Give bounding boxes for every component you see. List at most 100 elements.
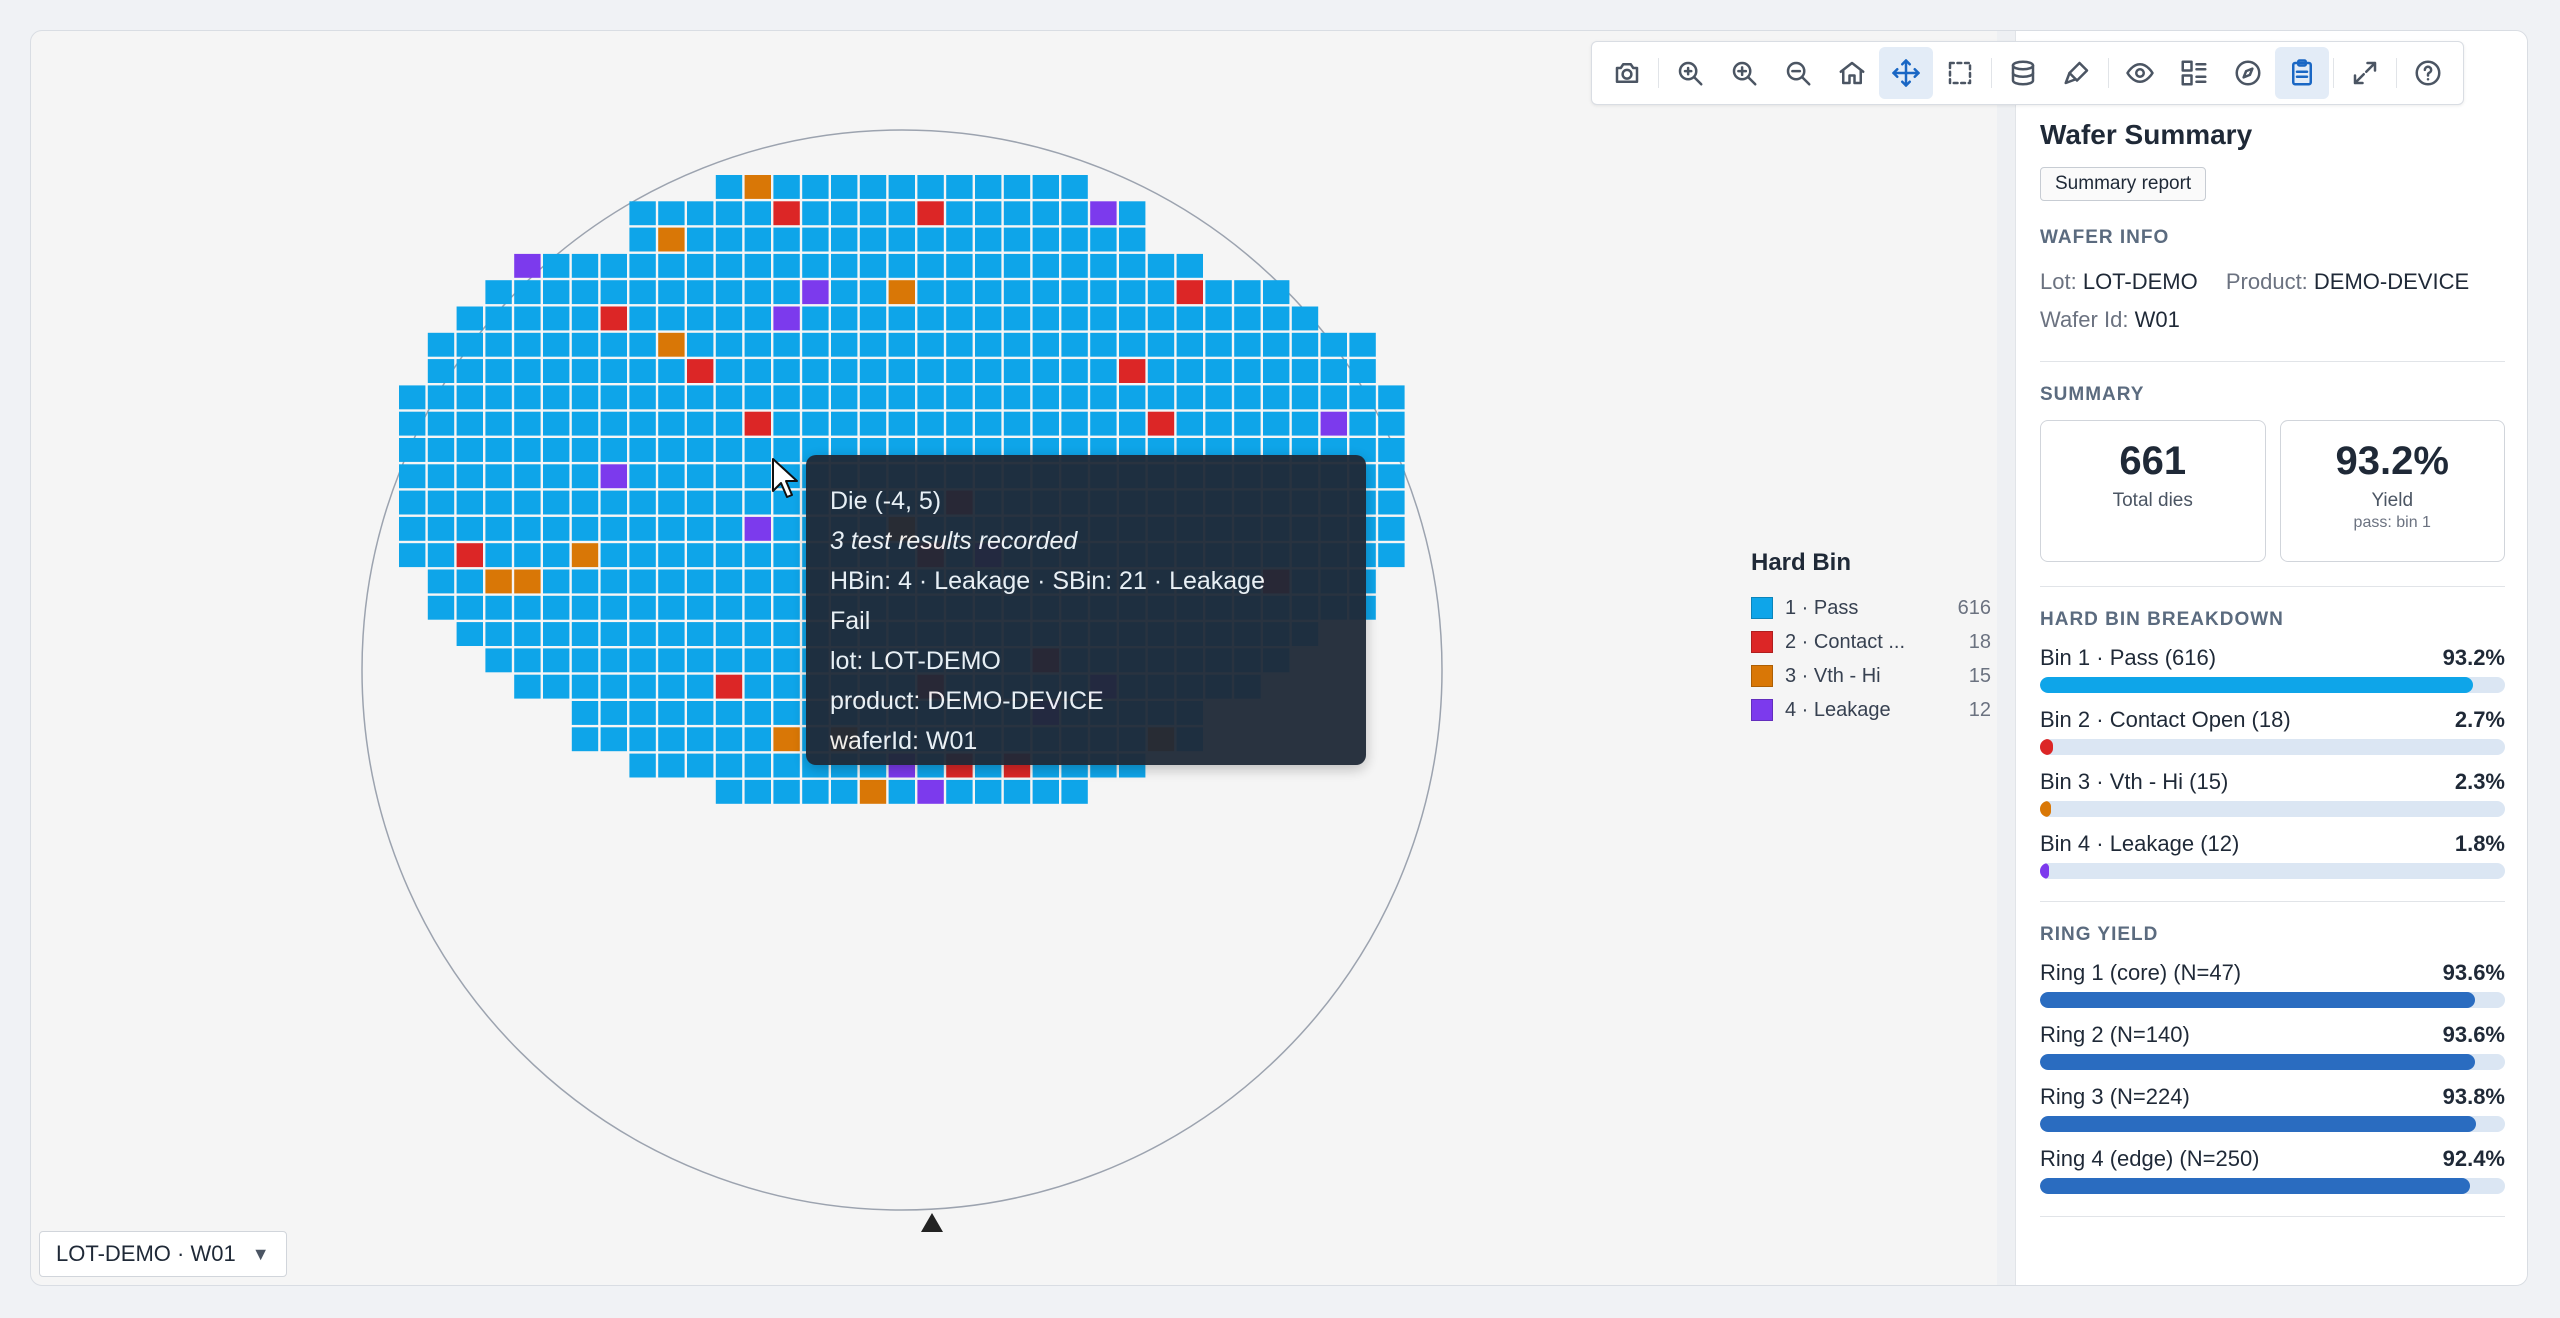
die[interactable] bbox=[399, 464, 426, 489]
die[interactable] bbox=[456, 385, 483, 410]
die[interactable] bbox=[1234, 280, 1261, 305]
die[interactable] bbox=[514, 385, 541, 410]
die[interactable] bbox=[514, 490, 541, 515]
die[interactable] bbox=[859, 175, 887, 199]
die[interactable] bbox=[658, 648, 685, 673]
database-icon[interactable] bbox=[1996, 47, 2050, 99]
die[interactable] bbox=[1234, 332, 1261, 357]
die[interactable] bbox=[715, 569, 743, 594]
die[interactable] bbox=[600, 727, 627, 752]
die[interactable] bbox=[744, 779, 771, 804]
die[interactable] bbox=[485, 438, 512, 462]
die[interactable] bbox=[744, 332, 771, 357]
die[interactable] bbox=[600, 438, 627, 462]
die[interactable] bbox=[1147, 411, 1175, 436]
die[interactable] bbox=[687, 727, 714, 752]
die[interactable] bbox=[456, 438, 483, 462]
die[interactable] bbox=[975, 227, 1002, 252]
die[interactable] bbox=[1119, 359, 1146, 383]
die[interactable] bbox=[571, 359, 599, 383]
zoom-out-icon[interactable] bbox=[1771, 47, 1825, 99]
die[interactable] bbox=[831, 359, 858, 383]
die[interactable] bbox=[687, 753, 714, 778]
die[interactable] bbox=[1205, 280, 1232, 305]
die[interactable] bbox=[485, 385, 512, 410]
die[interactable] bbox=[1176, 332, 1203, 357]
die[interactable] bbox=[571, 674, 599, 699]
die[interactable] bbox=[715, 464, 743, 489]
die[interactable] bbox=[1349, 385, 1376, 410]
die[interactable] bbox=[1378, 411, 1405, 436]
legend-item[interactable]: 4 · Leakage 12 bbox=[1751, 693, 1991, 727]
die[interactable] bbox=[888, 332, 915, 357]
die[interactable] bbox=[744, 622, 771, 646]
die[interactable] bbox=[715, 385, 743, 410]
die[interactable] bbox=[946, 306, 973, 331]
die[interactable] bbox=[1349, 359, 1376, 383]
compass-icon[interactable] bbox=[2221, 47, 2275, 99]
die[interactable] bbox=[802, 411, 829, 436]
die[interactable] bbox=[571, 595, 599, 620]
die[interactable] bbox=[1147, 306, 1175, 331]
die[interactable] bbox=[744, 674, 771, 699]
die[interactable] bbox=[1320, 359, 1347, 383]
die[interactable] bbox=[571, 727, 599, 752]
die[interactable] bbox=[1119, 385, 1146, 410]
die[interactable] bbox=[1032, 280, 1059, 305]
die[interactable] bbox=[1003, 175, 1031, 199]
help-icon[interactable] bbox=[2401, 47, 2455, 99]
die[interactable] bbox=[629, 227, 656, 252]
die[interactable] bbox=[629, 280, 656, 305]
die[interactable] bbox=[1061, 779, 1088, 804]
die[interactable] bbox=[1003, 253, 1031, 278]
die[interactable] bbox=[629, 727, 656, 752]
die[interactable] bbox=[946, 227, 973, 252]
die[interactable] bbox=[514, 595, 541, 620]
die[interactable] bbox=[658, 543, 685, 568]
die[interactable] bbox=[571, 411, 599, 436]
die[interactable] bbox=[543, 569, 570, 594]
die[interactable] bbox=[1119, 253, 1146, 278]
die[interactable] bbox=[629, 253, 656, 278]
die[interactable] bbox=[456, 622, 483, 646]
die[interactable] bbox=[456, 543, 483, 568]
die[interactable] bbox=[1119, 332, 1146, 357]
die[interactable] bbox=[629, 385, 656, 410]
die[interactable] bbox=[658, 595, 685, 620]
die[interactable] bbox=[917, 385, 944, 410]
die[interactable] bbox=[629, 359, 656, 383]
die[interactable] bbox=[802, 332, 829, 357]
die[interactable] bbox=[658, 227, 685, 252]
legend-item[interactable]: 1 · Pass 616 bbox=[1751, 591, 1991, 625]
die[interactable] bbox=[859, 253, 887, 278]
die[interactable] bbox=[1176, 280, 1203, 305]
die[interactable] bbox=[1061, 385, 1088, 410]
die[interactable] bbox=[744, 569, 771, 594]
die[interactable] bbox=[917, 306, 944, 331]
die[interactable] bbox=[1378, 438, 1405, 462]
die[interactable] bbox=[543, 622, 570, 646]
die[interactable] bbox=[1234, 411, 1261, 436]
die[interactable] bbox=[456, 516, 483, 541]
die[interactable] bbox=[543, 385, 570, 410]
die[interactable] bbox=[831, 227, 858, 252]
die[interactable] bbox=[514, 438, 541, 462]
die[interactable] bbox=[1003, 201, 1031, 226]
die[interactable] bbox=[600, 464, 627, 489]
die[interactable] bbox=[946, 280, 973, 305]
die[interactable] bbox=[571, 280, 599, 305]
die[interactable] bbox=[485, 464, 512, 489]
die[interactable] bbox=[975, 175, 1002, 199]
die[interactable] bbox=[773, 253, 800, 278]
die[interactable] bbox=[1263, 385, 1290, 410]
wafer-selector[interactable]: LOT-DEMO · W01 ▼ bbox=[39, 1231, 287, 1277]
die[interactable] bbox=[687, 280, 714, 305]
die[interactable] bbox=[859, 306, 887, 331]
die[interactable] bbox=[427, 332, 455, 357]
die[interactable] bbox=[687, 595, 714, 620]
die[interactable] bbox=[773, 411, 800, 436]
die[interactable] bbox=[1032, 411, 1059, 436]
die[interactable] bbox=[773, 332, 800, 357]
die[interactable] bbox=[543, 359, 570, 383]
die[interactable] bbox=[456, 359, 483, 383]
